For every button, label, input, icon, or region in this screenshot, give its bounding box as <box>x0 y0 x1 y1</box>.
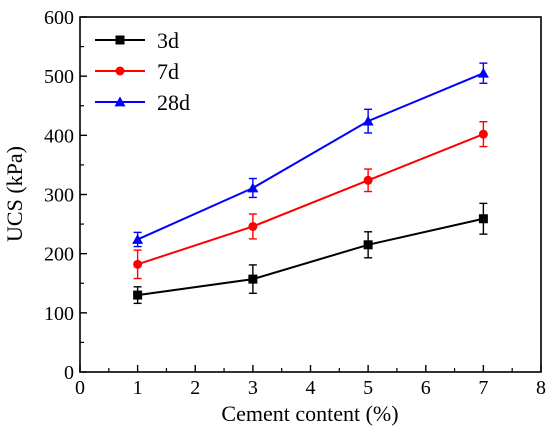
data-point-28d <box>132 233 144 244</box>
data-point-3d <box>363 240 373 250</box>
x-tick-label: 8 <box>536 377 546 399</box>
data-point-3d <box>133 290 143 300</box>
x-tick-label: 0 <box>75 377 85 399</box>
legend-marker-7d <box>115 66 125 76</box>
y-tick-label: 500 <box>44 66 74 88</box>
axes: 0 1 2 3 4 5 6 7 8 0 100 200 300 400 500 600 <box>44 7 546 399</box>
y-axis-title: UCS (kPa) <box>2 146 27 242</box>
data-point-7d <box>363 175 373 185</box>
series-line-28d <box>137 72 484 241</box>
series-line-3d <box>137 217 484 297</box>
x-axis-title: Cement content (%) <box>221 401 398 426</box>
data-point-7d <box>133 259 143 269</box>
legend-label-28d: 28d <box>157 90 190 115</box>
x-tick-label: 6 <box>421 377 431 399</box>
y-tick-label: 300 <box>44 185 74 207</box>
x-tick-label: 3 <box>248 377 258 399</box>
y-tick-label: 100 <box>44 303 74 325</box>
data-point-7d <box>478 129 488 139</box>
data-point-28d <box>362 115 374 126</box>
legend: 3d 7d 28d <box>95 28 190 115</box>
legend-marker-28d <box>114 96 126 107</box>
x-tick-label: 2 <box>190 377 200 399</box>
x-tick-label: 7 <box>478 377 488 399</box>
x-tick-label: 1 <box>133 377 143 399</box>
legend-label-7d: 7d <box>157 59 179 84</box>
x-tick-label: 5 <box>363 377 373 399</box>
series-line-7d <box>137 133 484 266</box>
x-tick-label: 4 <box>306 377 316 399</box>
y-tick-label: 600 <box>44 7 74 29</box>
legend-label-3d: 3d <box>157 28 179 53</box>
data-point-7d <box>248 221 258 231</box>
y-tick-label: 0 <box>64 362 74 384</box>
data-point-28d <box>477 67 489 78</box>
data-point-28d <box>247 182 259 193</box>
y-tick-label: 400 <box>44 125 74 147</box>
legend-marker-3d <box>115 35 125 45</box>
plot-frame <box>79 16 542 373</box>
data-point-3d <box>478 214 488 224</box>
series-layer <box>132 62 489 305</box>
y-tick-label: 200 <box>44 244 74 266</box>
data-point-3d <box>248 274 258 284</box>
